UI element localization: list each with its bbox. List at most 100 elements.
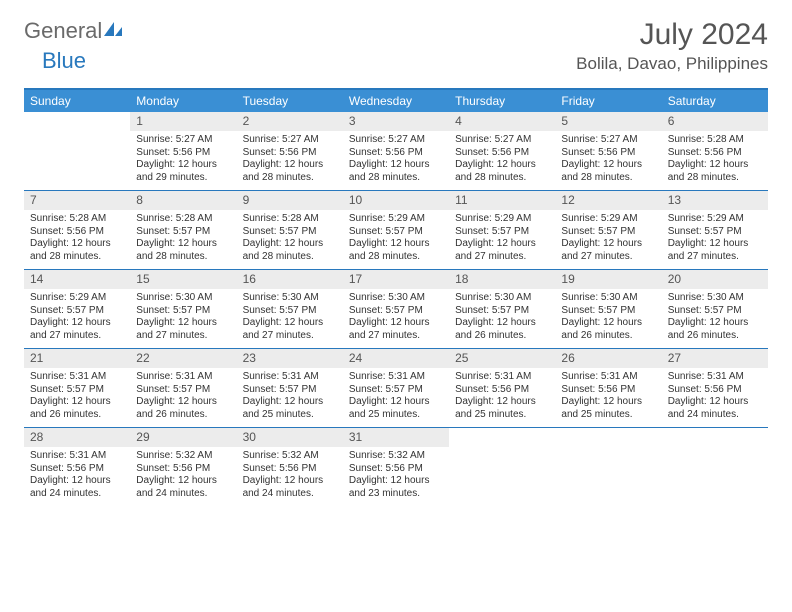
day-number: 12 xyxy=(555,191,661,210)
day-content: Sunrise: 5:31 AMSunset: 5:56 PMDaylight:… xyxy=(555,368,661,427)
sunrise-text: Sunrise: 5:27 AM xyxy=(136,134,230,147)
col-saturday: Saturday xyxy=(662,89,768,112)
day-cell: 21Sunrise: 5:31 AMSunset: 5:57 PMDayligh… xyxy=(24,349,130,428)
day-content: Sunrise: 5:30 AMSunset: 5:57 PMDaylight:… xyxy=(662,289,768,348)
sunset-text: Sunset: 5:57 PM xyxy=(561,226,655,239)
sunset-text: Sunset: 5:56 PM xyxy=(136,147,230,160)
day-content xyxy=(449,447,555,456)
day-number: 15 xyxy=(130,270,236,289)
sunset-text: Sunset: 5:57 PM xyxy=(136,226,230,239)
day-content: Sunrise: 5:29 AMSunset: 5:57 PMDaylight:… xyxy=(662,210,768,269)
daylight-text: Daylight: 12 hours and 27 minutes. xyxy=(243,317,337,342)
day-cell: 27Sunrise: 5:31 AMSunset: 5:56 PMDayligh… xyxy=(662,349,768,428)
day-number: 7 xyxy=(24,191,130,210)
day-cell: 6Sunrise: 5:28 AMSunset: 5:56 PMDaylight… xyxy=(662,112,768,191)
day-cell: 12Sunrise: 5:29 AMSunset: 5:57 PMDayligh… xyxy=(555,191,661,270)
sunrise-text: Sunrise: 5:31 AM xyxy=(455,371,549,384)
sunrise-text: Sunrise: 5:32 AM xyxy=(243,450,337,463)
day-number: 1 xyxy=(130,112,236,131)
daylight-text: Daylight: 12 hours and 28 minutes. xyxy=(243,238,337,263)
day-number: 14 xyxy=(24,270,130,289)
sunset-text: Sunset: 5:56 PM xyxy=(561,384,655,397)
sunrise-text: Sunrise: 5:27 AM xyxy=(561,134,655,147)
daylight-text: Daylight: 12 hours and 27 minutes. xyxy=(349,317,443,342)
sunset-text: Sunset: 5:56 PM xyxy=(668,147,762,160)
sunset-text: Sunset: 5:57 PM xyxy=(349,226,443,239)
day-content: Sunrise: 5:32 AMSunset: 5:56 PMDaylight:… xyxy=(237,447,343,506)
day-cell: 15Sunrise: 5:30 AMSunset: 5:57 PMDayligh… xyxy=(130,270,236,349)
day-cell xyxy=(662,428,768,506)
daylight-text: Daylight: 12 hours and 24 minutes. xyxy=(30,475,124,500)
day-number: 20 xyxy=(662,270,768,289)
day-content: Sunrise: 5:27 AMSunset: 5:56 PMDaylight:… xyxy=(555,131,661,190)
day-cell: 8Sunrise: 5:28 AMSunset: 5:57 PMDaylight… xyxy=(130,191,236,270)
day-cell xyxy=(24,112,130,191)
day-number xyxy=(662,428,768,447)
week-row: 28Sunrise: 5:31 AMSunset: 5:56 PMDayligh… xyxy=(24,428,768,506)
day-content: Sunrise: 5:28 AMSunset: 5:56 PMDaylight:… xyxy=(24,210,130,269)
daylight-text: Daylight: 12 hours and 25 minutes. xyxy=(455,396,549,421)
sunrise-text: Sunrise: 5:28 AM xyxy=(136,213,230,226)
day-number xyxy=(24,112,130,131)
daylight-text: Daylight: 12 hours and 28 minutes. xyxy=(349,159,443,184)
sunrise-text: Sunrise: 5:31 AM xyxy=(30,371,124,384)
daylight-text: Daylight: 12 hours and 26 minutes. xyxy=(455,317,549,342)
sunrise-text: Sunrise: 5:29 AM xyxy=(455,213,549,226)
sunrise-text: Sunrise: 5:32 AM xyxy=(349,450,443,463)
day-cell: 1Sunrise: 5:27 AMSunset: 5:56 PMDaylight… xyxy=(130,112,236,191)
daylight-text: Daylight: 12 hours and 24 minutes. xyxy=(136,475,230,500)
day-content: Sunrise: 5:27 AMSunset: 5:56 PMDaylight:… xyxy=(343,131,449,190)
sunrise-text: Sunrise: 5:29 AM xyxy=(349,213,443,226)
day-header-row: Sunday Monday Tuesday Wednesday Thursday… xyxy=(24,89,768,112)
sunrise-text: Sunrise: 5:30 AM xyxy=(243,292,337,305)
title-block: July 2024 Bolila, Davao, Philippines xyxy=(576,18,768,74)
sunset-text: Sunset: 5:56 PM xyxy=(455,384,549,397)
day-number: 13 xyxy=(662,191,768,210)
day-cell xyxy=(555,428,661,506)
week-row: 14Sunrise: 5:29 AMSunset: 5:57 PMDayligh… xyxy=(24,270,768,349)
day-number: 2 xyxy=(237,112,343,131)
sunset-text: Sunset: 5:57 PM xyxy=(455,226,549,239)
sunset-text: Sunset: 5:56 PM xyxy=(243,147,337,160)
day-cell: 18Sunrise: 5:30 AMSunset: 5:57 PMDayligh… xyxy=(449,270,555,349)
day-content: Sunrise: 5:27 AMSunset: 5:56 PMDaylight:… xyxy=(449,131,555,190)
day-number xyxy=(449,428,555,447)
sunrise-text: Sunrise: 5:31 AM xyxy=(561,371,655,384)
day-number: 6 xyxy=(662,112,768,131)
brand-name-gray: General xyxy=(24,18,102,44)
day-number xyxy=(555,428,661,447)
day-number: 16 xyxy=(237,270,343,289)
day-content: Sunrise: 5:28 AMSunset: 5:56 PMDaylight:… xyxy=(662,131,768,190)
day-number: 28 xyxy=(24,428,130,447)
day-number: 22 xyxy=(130,349,236,368)
sunrise-text: Sunrise: 5:28 AM xyxy=(243,213,337,226)
day-cell: 28Sunrise: 5:31 AMSunset: 5:56 PMDayligh… xyxy=(24,428,130,506)
day-number: 30 xyxy=(237,428,343,447)
day-content: Sunrise: 5:31 AMSunset: 5:57 PMDaylight:… xyxy=(130,368,236,427)
day-cell: 11Sunrise: 5:29 AMSunset: 5:57 PMDayligh… xyxy=(449,191,555,270)
day-content: Sunrise: 5:31 AMSunset: 5:56 PMDaylight:… xyxy=(24,447,130,506)
sunrise-text: Sunrise: 5:31 AM xyxy=(136,371,230,384)
sunrise-text: Sunrise: 5:27 AM xyxy=(455,134,549,147)
day-number: 21 xyxy=(24,349,130,368)
col-monday: Monday xyxy=(130,89,236,112)
day-content: Sunrise: 5:31 AMSunset: 5:56 PMDaylight:… xyxy=(662,368,768,427)
daylight-text: Daylight: 12 hours and 28 minutes. xyxy=(349,238,443,263)
day-content: Sunrise: 5:30 AMSunset: 5:57 PMDaylight:… xyxy=(237,289,343,348)
daylight-text: Daylight: 12 hours and 27 minutes. xyxy=(455,238,549,263)
day-cell: 17Sunrise: 5:30 AMSunset: 5:57 PMDayligh… xyxy=(343,270,449,349)
daylight-text: Daylight: 12 hours and 28 minutes. xyxy=(561,159,655,184)
daylight-text: Daylight: 12 hours and 27 minutes. xyxy=(561,238,655,263)
day-content: Sunrise: 5:30 AMSunset: 5:57 PMDaylight:… xyxy=(449,289,555,348)
sunrise-text: Sunrise: 5:31 AM xyxy=(668,371,762,384)
day-number: 5 xyxy=(555,112,661,131)
brand-logo: General xyxy=(24,18,126,44)
sunrise-text: Sunrise: 5:27 AM xyxy=(349,134,443,147)
sunrise-text: Sunrise: 5:30 AM xyxy=(561,292,655,305)
sunrise-text: Sunrise: 5:30 AM xyxy=(668,292,762,305)
sunrise-text: Sunrise: 5:28 AM xyxy=(30,213,124,226)
sunset-text: Sunset: 5:56 PM xyxy=(136,463,230,476)
day-number: 24 xyxy=(343,349,449,368)
daylight-text: Daylight: 12 hours and 28 minutes. xyxy=(30,238,124,263)
day-number: 31 xyxy=(343,428,449,447)
